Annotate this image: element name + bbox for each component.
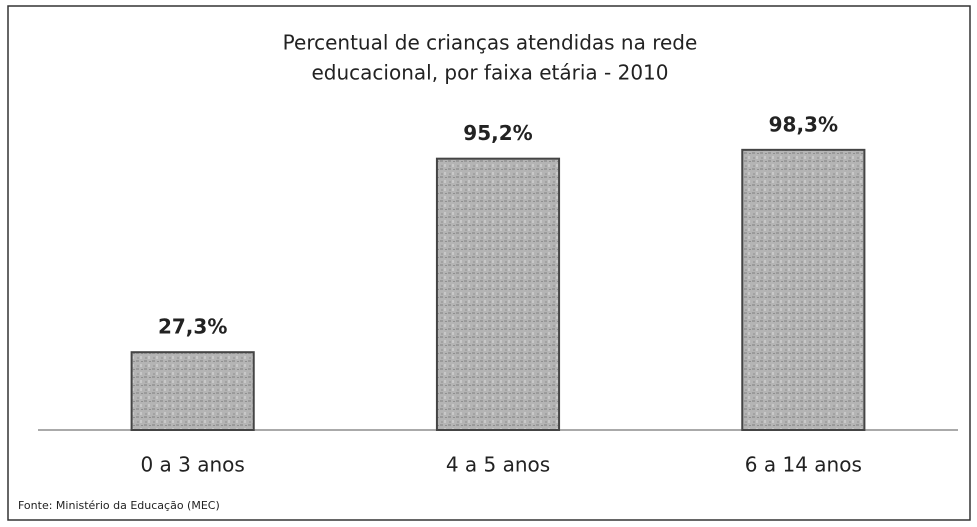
bar (741, 148, 866, 431)
chart-title: Percentual de crianças atendidas na rede (283, 31, 698, 55)
x-tick-label: 0 a 3 anos (140, 453, 244, 477)
data-label: 95,2% (463, 121, 532, 145)
x-tick-label: 4 a 5 anos (446, 453, 550, 477)
data-label: 27,3% (158, 315, 227, 339)
source-note: Fonte: Ministério da Educação (MEC) (18, 499, 220, 512)
x-tick-label: 6 a 14 anos (745, 453, 862, 477)
chart-frame (7, 5, 971, 521)
bar (130, 351, 255, 432)
chart-title: educacional, por faixa etária - 2010 (311, 61, 668, 85)
data-label: 98,3% (769, 112, 838, 136)
bar (435, 157, 561, 431)
